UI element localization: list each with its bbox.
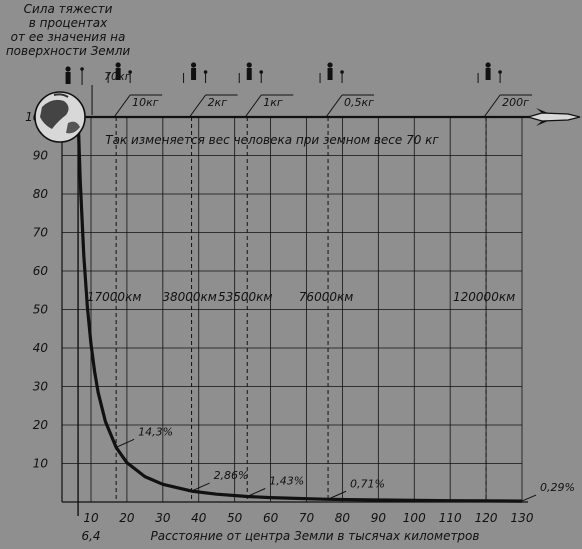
person-icon xyxy=(246,62,252,68)
person-icon xyxy=(191,68,197,80)
distance-marker-label: 38000км xyxy=(162,290,216,304)
scale-icon xyxy=(340,70,344,74)
percent-annotations: 14,3% 2,86% 1,43% 0,71% 0,29% xyxy=(115,425,575,502)
person-icon xyxy=(485,68,491,80)
annotation-leader xyxy=(247,488,266,497)
weight-figure: 200г xyxy=(477,62,533,118)
x-tick-label: 80 xyxy=(335,511,351,525)
weight-figure: 10кг xyxy=(107,62,163,118)
scale-icon xyxy=(259,70,264,74)
person-icon xyxy=(65,66,71,72)
y-tick-label: 30 xyxy=(33,380,49,394)
y-tick-label: 40 xyxy=(33,341,49,355)
scale-icon xyxy=(128,70,132,74)
weight-label: 200г xyxy=(502,96,529,109)
y-tick-label: 10 xyxy=(33,457,49,471)
weight-leader xyxy=(189,94,206,118)
weight-label: 1кг xyxy=(263,96,283,109)
x-tick-label: 40 xyxy=(191,511,207,525)
distance-markers: 17000км 38000км 53500км 76000км 120000км xyxy=(87,117,515,502)
x-tick-label: 110 xyxy=(439,511,462,525)
annotation-leader xyxy=(521,494,537,502)
person-icon xyxy=(246,68,252,80)
distance-marker-label: 120000км xyxy=(453,290,515,304)
y-tick-label: 50 xyxy=(33,303,49,317)
y-axis-title-line: Сила тяжести xyxy=(24,2,113,16)
y-tick-label: 70 xyxy=(33,226,49,240)
annotation-leader xyxy=(191,482,210,492)
scale-icon xyxy=(203,70,208,74)
weight-leader xyxy=(325,94,343,118)
weight-label: 0,5кг xyxy=(344,96,374,109)
weight-leader xyxy=(244,94,262,118)
x-start-label: 6,4 xyxy=(81,529,100,543)
annotation-label: 0,29% xyxy=(540,481,575,494)
x-tick-label: 90 xyxy=(371,511,387,525)
distance-marker-label: 17000км xyxy=(87,290,141,304)
scale-icon xyxy=(80,67,84,71)
y-axis-title-line: поверхности Земли xyxy=(6,44,131,58)
y-axis-title-line-1: Сила тяжести в процентах от ее значения на… xyxy=(6,2,131,58)
gravity-curve xyxy=(76,116,523,503)
person-icon xyxy=(65,72,71,84)
weight-figure: 1кг xyxy=(238,62,294,118)
subtitle: Так изменяется вес человека при земном в… xyxy=(105,133,439,147)
person-icon xyxy=(115,68,121,80)
annotation-label: 14,3% xyxy=(138,425,173,438)
rocket-icon xyxy=(520,108,581,126)
grid xyxy=(62,115,523,502)
x-tick-label: 120 xyxy=(475,511,498,525)
weight-label: 10кг xyxy=(132,96,159,109)
y-tick-label: 80 xyxy=(33,187,49,201)
person-icon xyxy=(327,68,333,80)
weight-figure: 2кг xyxy=(183,62,238,118)
axes xyxy=(61,115,530,516)
annotation-label: 0,71% xyxy=(350,477,385,490)
y-axis-title-line: в процентах xyxy=(29,16,108,30)
annotation-label: 1,43% xyxy=(269,474,304,487)
person-icon xyxy=(327,62,333,68)
x-tick-label: 60 xyxy=(263,511,279,525)
annotation-leader xyxy=(327,490,347,500)
x-tick-labels: 10 20 30 40 50 60 70 80 90 100 110 120 130 xyxy=(83,511,533,525)
x-tick-label: 30 xyxy=(155,511,171,525)
weight-leader xyxy=(483,94,501,118)
y-tick-label: 90 xyxy=(33,149,49,163)
x-tick-label: 70 xyxy=(299,511,315,525)
x-tick-label: 130 xyxy=(511,511,534,525)
annotation-label: 2,86% xyxy=(214,469,249,482)
x-tick-label: 50 xyxy=(227,511,243,525)
person-icon xyxy=(190,62,197,68)
person-icon xyxy=(115,62,121,68)
y-tick-label: 60 xyxy=(33,264,49,278)
scale-icon xyxy=(498,70,502,74)
x-tick-label: 10 xyxy=(83,511,99,525)
x-tick-label: 100 xyxy=(403,511,426,525)
person-icon xyxy=(485,62,491,68)
gravity-series-line xyxy=(76,116,523,503)
weight-figure: 0,5кг xyxy=(319,62,374,118)
earth-icon xyxy=(34,91,86,143)
y-tick-label: 20 xyxy=(33,418,49,432)
distance-marker-label: 53500км xyxy=(218,290,272,304)
x-tick-label: 20 xyxy=(119,511,135,525)
x-axis-title: Расстояние от центра Земли в тысячах кил… xyxy=(151,529,480,543)
weight-label: 2кг xyxy=(208,96,228,109)
y-axis-title-line: от ее значения на xyxy=(11,30,126,44)
weight-leader xyxy=(113,94,131,118)
distance-marker-label: 76000км xyxy=(299,290,353,304)
annotation-leader xyxy=(115,438,135,448)
